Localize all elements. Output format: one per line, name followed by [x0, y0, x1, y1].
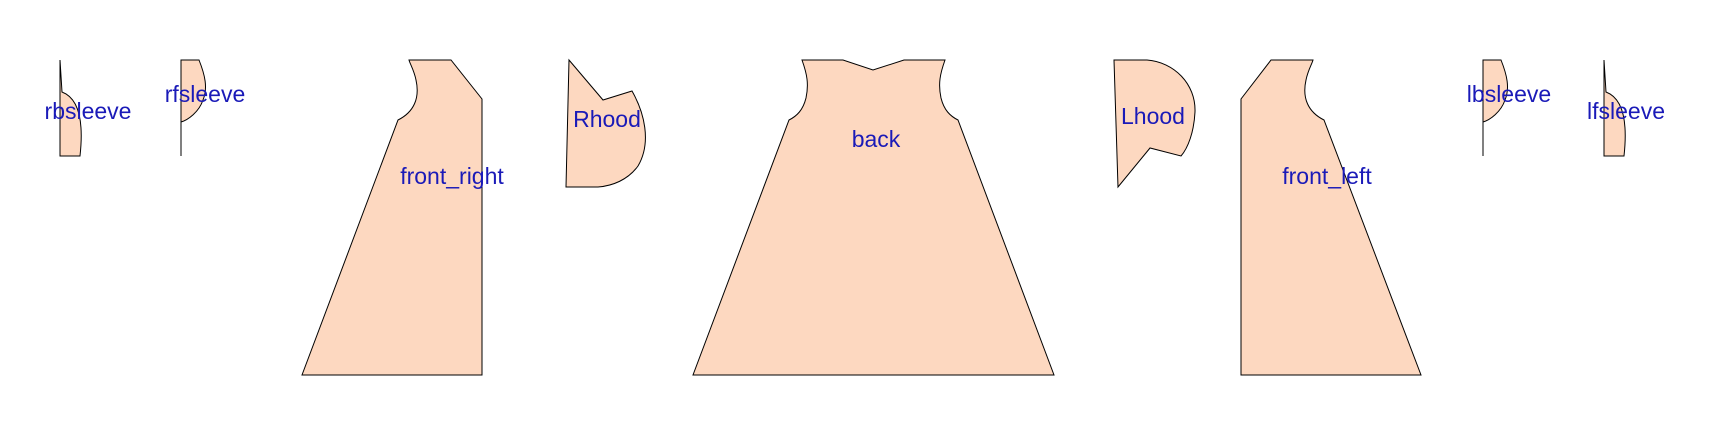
piece-lbsleeve [1482, 59, 1509, 156]
label-front-right: front_right [400, 163, 504, 189]
label-rhood: Rhood [573, 106, 641, 132]
label-rbsleeve: rbsleeve [45, 98, 132, 124]
piece-lhood [1113, 59, 1196, 189]
label-lfsleeve: lfsleeve [1587, 98, 1665, 124]
label-front-left: front_left [1282, 163, 1372, 189]
piece-front-right [301, 59, 483, 376]
piece-front-left [1240, 59, 1422, 376]
label-lhood: Lhood [1121, 103, 1185, 129]
piece-rhood [565, 58, 646, 188]
piece-rbsleeve [59, 59, 82, 157]
label-lbsleeve: lbsleeve [1467, 81, 1551, 107]
piece-back [692, 59, 1055, 376]
label-rfsleeve: rfsleeve [165, 81, 246, 107]
piece-rfsleeve [180, 59, 207, 156]
piece-lfsleeve [1603, 59, 1626, 157]
label-back: back [852, 126, 901, 152]
